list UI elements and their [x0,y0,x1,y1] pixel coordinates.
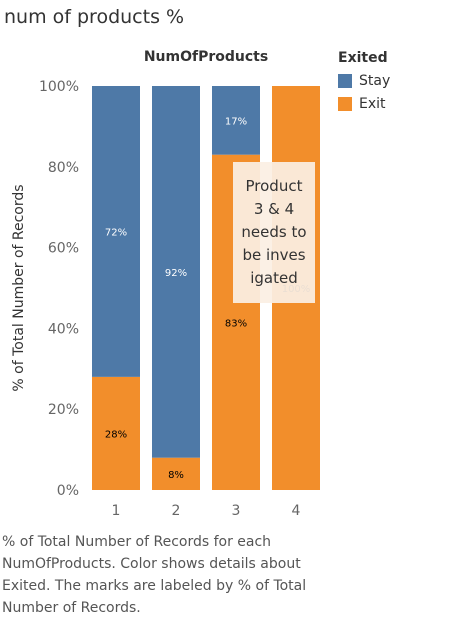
annotation: Product 3 & 4 needs to be inves igated [233,162,315,303]
y-tick-label: 40% [48,321,79,337]
y-ticks: 0% 20% 40% 60% 80% 100% [39,79,79,499]
y-tick-label: 80% [48,160,79,176]
legend-title: Exited [338,50,388,66]
annotation-line: 3 & 4 [254,200,294,218]
legend-label-exit: Exit [359,95,386,112]
data-label-exit-2: 8% [168,470,184,481]
x-tick-label: 1 [112,503,121,519]
annotation-line: igated [250,269,298,287]
annotation-box [233,162,315,303]
y-tick-label: 0% [57,483,79,499]
bar-stay-2 [152,86,200,458]
chart-caption: % of Total Number of Records for each Nu… [2,534,307,616]
bar-stay-1 [92,86,140,377]
data-label-exit-3: 83% [225,318,247,329]
x-ticks: 1 2 3 4 [112,503,301,519]
legend-swatch-stay [338,73,352,88]
data-label-stay-1: 72% [105,227,127,238]
legend-label-stay: Stay [359,72,391,89]
x-tick-label: 4 [292,503,301,519]
bar-exit-2 [152,457,200,490]
data-label-exit-1: 28% [105,429,127,440]
legend-item-exit[interactable]: Exit [338,92,390,115]
annotation-line: needs to [241,223,306,241]
legend: Exited Stay Exit [338,50,390,115]
y-tick-label: 100% [39,79,79,95]
x-tick-label: 3 [232,503,241,519]
y-tick-label: 60% [48,241,79,257]
annotation-line: Product [246,177,303,195]
x-tick-label: 2 [172,503,181,519]
sheet-title: num of products % [4,6,185,28]
annotation-line: be inves [242,246,305,264]
data-label-stay-3: 17% [225,116,247,127]
annotation-text: Product 3 & 4 needs to be inves igated [241,177,306,287]
bar-stay-3 [212,86,260,155]
legend-item-stay[interactable]: Stay [338,69,390,92]
y-tick-label: 20% [48,402,79,418]
y-axis-label: % of Total Number of Records [11,184,27,391]
chart-title: NumOfProducts [144,49,268,65]
data-label-stay-2: 92% [165,268,187,279]
legend-swatch-exit [338,96,352,111]
bar-exit-1 [92,376,140,490]
